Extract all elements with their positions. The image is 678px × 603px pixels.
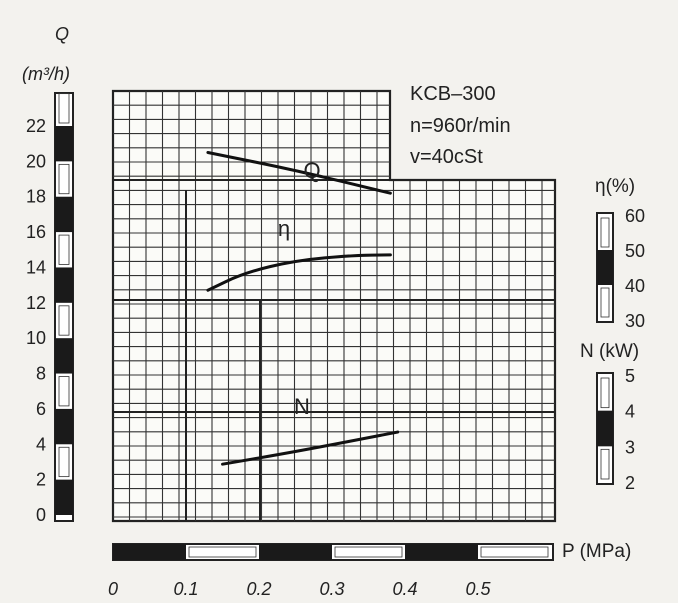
q-scale-segment — [55, 267, 73, 303]
eta-tick-label: 60 — [625, 206, 645, 226]
p-scale-segment — [259, 544, 332, 560]
eta-scale-segment — [600, 287, 610, 318]
curve-label-eta: η — [278, 216, 290, 241]
p-scale-segment — [188, 546, 257, 558]
p-scale-segment — [334, 546, 403, 558]
curve-label-n: N — [294, 394, 310, 419]
chart-subtitle-speed: n=960r/min — [410, 115, 511, 137]
q-tick-label: 2 — [36, 470, 46, 490]
n-axis-label: N (kW) — [580, 341, 639, 362]
q-scale-segment — [55, 338, 73, 374]
curve-q — [206, 151, 392, 195]
q-tick-label: 8 — [36, 364, 46, 384]
q-scale-segment — [58, 234, 70, 265]
q-scale-segment — [58, 305, 70, 336]
p-tick-label: 0.5 — [465, 579, 491, 599]
n-tick-label: 3 — [625, 437, 635, 457]
q-scale-segment — [58, 446, 70, 478]
grid — [111, 89, 557, 523]
n-tick-label: 5 — [625, 366, 635, 386]
curve-eta — [206, 253, 392, 292]
q-scale-segment — [55, 196, 73, 233]
x-axis-label: P (MPa) — [562, 541, 631, 562]
curve-n — [221, 430, 400, 466]
q-scale-segment — [55, 126, 73, 162]
q-tick-label: 16 — [26, 222, 46, 242]
eta-scale-segment — [597, 250, 613, 285]
curves: Qη N — [206, 151, 400, 466]
q-axis-label: Q — [55, 24, 69, 44]
q-scale-segment — [58, 93, 70, 124]
p-tick-label: 0.2 — [246, 579, 271, 599]
q-tick-label: 20 — [26, 151, 46, 171]
n-scale-segment — [600, 377, 610, 409]
q-tick-label: 18 — [26, 187, 46, 207]
p-tick-label: 0 — [108, 579, 118, 599]
q-tick-label: 10 — [26, 328, 46, 348]
eta-tick-label: 50 — [625, 241, 645, 261]
p-tick-label: 0.4 — [392, 579, 417, 599]
chart-title: KCB–300 — [410, 83, 496, 105]
n-scale-segment — [597, 410, 613, 447]
chart-subtitle-viscosity: v=40cSt — [410, 146, 483, 168]
q-tick-label: 0 — [36, 505, 46, 525]
q-tick-label: 12 — [26, 293, 46, 313]
q-scale-segment — [55, 479, 73, 515]
eta-tick-label: 30 — [625, 311, 645, 331]
eta-axis-label: η(%) — [595, 176, 635, 197]
q-scale-segment — [58, 163, 70, 195]
p-scale-segment — [113, 544, 186, 560]
p-scale-segment — [480, 546, 549, 558]
labels: KCB–300 n=960r/min v=40cSt Q (m³/h) η(%)… — [22, 24, 639, 562]
q-tick-label: 6 — [36, 399, 46, 419]
p-tick-label: 0.3 — [319, 579, 344, 599]
q-tick-label: 14 — [26, 257, 46, 277]
q-axis-unit: (m³/h) — [22, 64, 70, 84]
n-scale-segment — [600, 448, 610, 480]
p-tick-label: 0.1 — [173, 579, 198, 599]
q-tick-label: 22 — [26, 116, 46, 136]
eta-scale-segment — [600, 217, 610, 248]
n-tick-label: 4 — [625, 402, 635, 422]
n-tick-label: 2 — [625, 473, 635, 493]
q-tick-label: 4 — [36, 434, 46, 454]
p-scale-segment — [405, 544, 478, 560]
eta-tick-label: 40 — [625, 276, 645, 296]
q-scale-segment — [58, 376, 70, 407]
curve-label-q: Q — [303, 158, 320, 183]
q-scale-segment — [55, 408, 73, 445]
